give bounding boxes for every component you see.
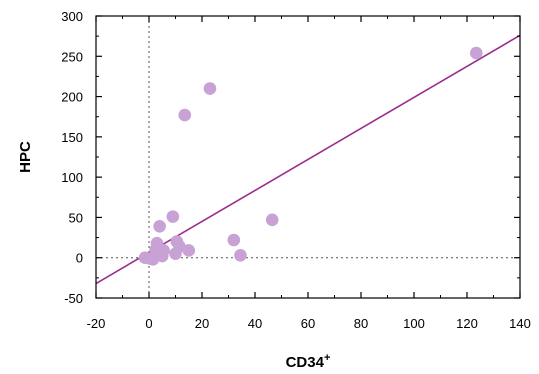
data-points: [138, 46, 483, 266]
data-point: [469, 46, 483, 60]
x-tick-label: 20: [195, 316, 209, 331]
data-point: [265, 213, 279, 227]
x-tick-label: 100: [403, 316, 425, 331]
y-axis-ticks: -50 0 50 100 150 200 250 300: [61, 9, 520, 306]
data-point: [153, 219, 166, 233]
x-axis-ticks: -20 0 20 40 60 80 100 120 140: [87, 16, 531, 331]
y-axis-title: HPC: [17, 141, 34, 173]
y-tick-label: 150: [61, 130, 83, 145]
x-tick-label: 140: [509, 316, 531, 331]
fit-line-group: [96, 34, 520, 285]
x-tick-label: 60: [301, 316, 315, 331]
data-point: [182, 244, 196, 257]
y-tick-label: 0: [76, 251, 83, 266]
data-point: [178, 108, 192, 122]
data-point: [203, 82, 217, 95]
x-tick-label: 80: [354, 316, 368, 331]
x-axis-title: CD34+: [286, 352, 331, 371]
y-tick-label: 250: [61, 49, 83, 64]
data-point: [157, 244, 170, 257]
y-tick-label: 200: [61, 90, 83, 105]
y-tick-label: -50: [64, 291, 83, 306]
y-tick-label: 300: [61, 9, 83, 24]
y-tick-label: 100: [61, 170, 83, 185]
x-tick-label: -20: [87, 316, 106, 331]
x-tick-label: 40: [248, 316, 262, 331]
data-point: [166, 210, 180, 223]
x-axis-title-superscript: +: [324, 352, 330, 364]
y-tick-label: 50: [69, 210, 83, 225]
data-point: [227, 233, 241, 247]
x-tick-label: 120: [456, 316, 478, 331]
x-tick-label: 0: [145, 316, 152, 331]
data-point: [234, 248, 247, 262]
fit-line: [96, 34, 520, 285]
x-axis-title-main: CD34: [286, 354, 325, 371]
